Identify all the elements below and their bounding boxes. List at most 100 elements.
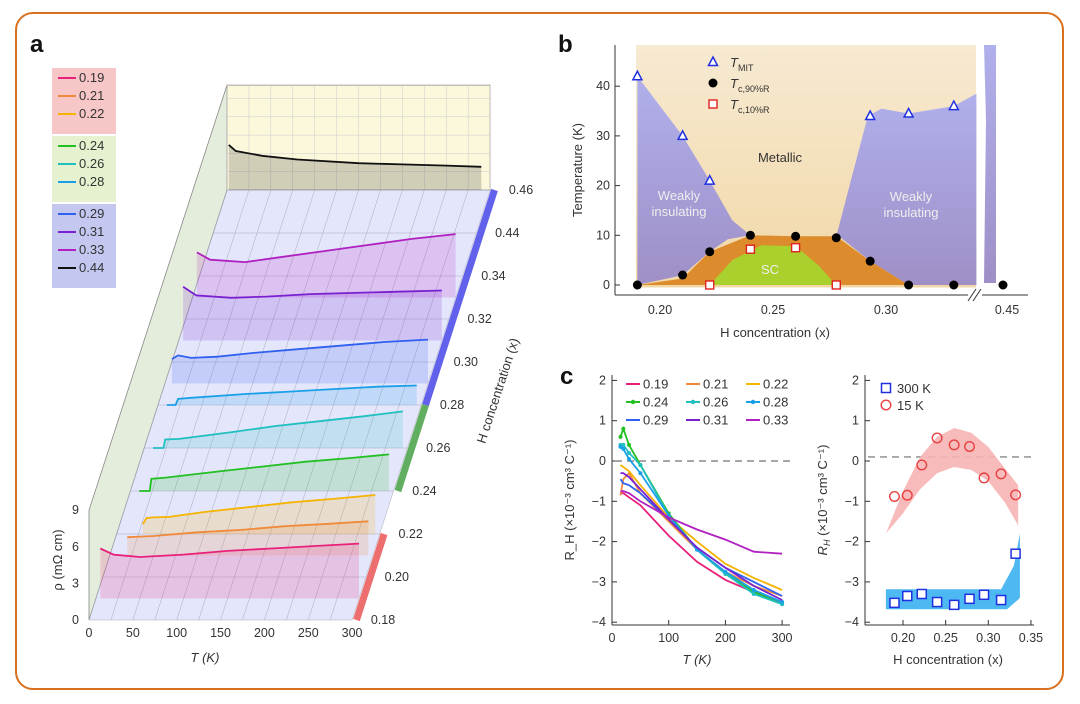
panel-b-phase-diagram: 0 10 20 30 40 0.20 0.25 0.30 0.45 H concentration… [570, 45, 1028, 340]
z-tick-label: 0.32 [467, 312, 491, 326]
floor-gridline [351, 189, 491, 621]
panel-a-3d-plot: 0 50 100 150 200 250 300 0 3 6 9 0.18 0.20 0.22 0.24 0.… [50, 68, 533, 665]
y-tick-label: 0 [603, 278, 610, 292]
marker-15 K [964, 440, 976, 452]
resistivity-curve-0.44 [228, 144, 482, 168]
y-tick-label: −2 [845, 535, 859, 549]
resistivity-curve-0.22 [142, 494, 376, 525]
legend-label-15 K: 15 K [897, 398, 924, 413]
resistivity-curve-0.31 [182, 286, 442, 299]
floor-gridline [154, 189, 294, 621]
z-tick-label: 0.34 [481, 269, 505, 283]
y-tick-label: 2 [852, 373, 859, 387]
legend-label-300 K: 300 K [897, 381, 931, 396]
z-tick-label: 0.20 [385, 570, 409, 584]
x-axis-label: H concentration (x) [720, 325, 830, 340]
legend-marker-0.24 [630, 399, 636, 405]
legend-label-0.26: 0.26 [703, 395, 728, 410]
legend-label: 0.19 [79, 70, 104, 85]
hall-point-0.26 [627, 450, 632, 455]
x-tick-label: 0.20 [648, 303, 672, 317]
z-tick-label: 0.30 [454, 355, 478, 369]
marker-300 K [931, 596, 943, 608]
y-tick-label: −1 [845, 494, 859, 508]
panel-label-c: c [560, 363, 573, 390]
label-weakly-insulating-left: insulating [652, 204, 707, 219]
x-tick-label: 0.25 [761, 303, 785, 317]
y-axis-label: Temperature (K) [570, 123, 585, 217]
z-tick-label: 0.26 [426, 441, 450, 455]
x-axis-label: T (K) [191, 650, 220, 665]
hall-curve-0.24 [619, 426, 783, 605]
axis-break-mark [967, 288, 977, 302]
y-tick-label: −4 [592, 615, 606, 629]
x-tick-label: 0 [86, 626, 93, 640]
hall-point-0.28 [751, 587, 756, 592]
x-tick-label: 100 [166, 626, 187, 640]
hall-point-0.26 [751, 591, 756, 596]
marker-15 K [995, 468, 1007, 480]
legend-label-0.33: 0.33 [763, 413, 788, 428]
y-tick-label: 30 [596, 129, 610, 143]
y-tick-label: 6 [72, 540, 79, 554]
marker-T_c,10%R [790, 243, 801, 253]
z-tick-label: 0.44 [495, 226, 519, 240]
hall-point-0.28 [627, 456, 632, 461]
hall-point-0.24 [618, 434, 623, 439]
panel-c-hall-vs-temperature: −4 −3 −2 −1 0 1 2 0 100 200 300 T (K) R_H (×10⁻³ cm³… [562, 373, 793, 667]
figure-frame [15, 12, 1064, 690]
x-tick-label: 300 [772, 631, 793, 645]
panel-label-b: b [558, 31, 573, 58]
resistivity-curve-0.21 [127, 520, 369, 539]
legend-marker-T_c,90%R [708, 78, 718, 88]
x-tick-label: 0.45 [995, 303, 1019, 317]
y-tick-label: −3 [592, 575, 606, 589]
marker-T_c,10%R [705, 280, 715, 290]
y-tick-label: −3 [845, 575, 859, 589]
marker-300 K [916, 588, 928, 600]
y-tick-label: 0 [599, 454, 606, 468]
hall-point-0.28 [723, 569, 728, 574]
band-15K [885, 428, 1019, 534]
marker-300 K [978, 589, 990, 601]
z-tick-label: 0.22 [398, 527, 422, 541]
x-tick-label: 300 [342, 626, 363, 640]
legend-marker-0.26 [690, 399, 696, 405]
hall-point-0.28 [621, 446, 626, 451]
floor-gridline [308, 189, 447, 621]
z-tick-label: 0.18 [371, 613, 395, 627]
marker-300 K [1010, 548, 1021, 559]
label-weakly-insulating-left: Weakly [658, 188, 701, 203]
marker-T_MIT [703, 174, 716, 185]
y-axis-label: RH (×10⁻³ cm³ C⁻¹) [815, 445, 832, 556]
y-tick-label: 1 [852, 414, 859, 428]
marker-15 K [916, 459, 928, 471]
marker-T_c,90%R [678, 270, 688, 280]
legend-label: 0.28 [79, 174, 104, 189]
marker-300 K [948, 599, 960, 611]
resistivity-curve-0.29 [171, 338, 429, 360]
y-axis-label: R_H (×10⁻³ cm³ C⁻¹) [562, 440, 577, 561]
y-tick-label: −1 [592, 494, 606, 508]
x-tick-label: 0 [609, 631, 616, 645]
z-axis-label: H concentration (x) [474, 336, 522, 445]
x-tick-label: 0.30 [976, 631, 1000, 645]
hall-curve-0.29 [619, 478, 783, 597]
x-tick-label: 200 [254, 626, 275, 640]
y-tick-label: 9 [72, 503, 79, 517]
y-tick-label: −4 [845, 615, 859, 629]
floor-gridline [329, 189, 469, 621]
hall-point-0.24 [621, 426, 626, 431]
legend-marker-T_MIT [707, 55, 719, 67]
legend-label-0.22: 0.22 [763, 377, 788, 392]
marker-T_c,90%R [949, 280, 959, 290]
legend-label: 0.21 [79, 88, 104, 103]
marker-T_c,90%R [865, 256, 875, 266]
hall-point-0.28 [638, 471, 643, 476]
axis-break-mark [972, 288, 982, 302]
y-tick-label: 0 [72, 613, 79, 627]
legend-marker-0.28 [750, 399, 756, 405]
legend-label: 0.22 [79, 106, 104, 121]
legend-label: 0.44 [79, 260, 104, 275]
